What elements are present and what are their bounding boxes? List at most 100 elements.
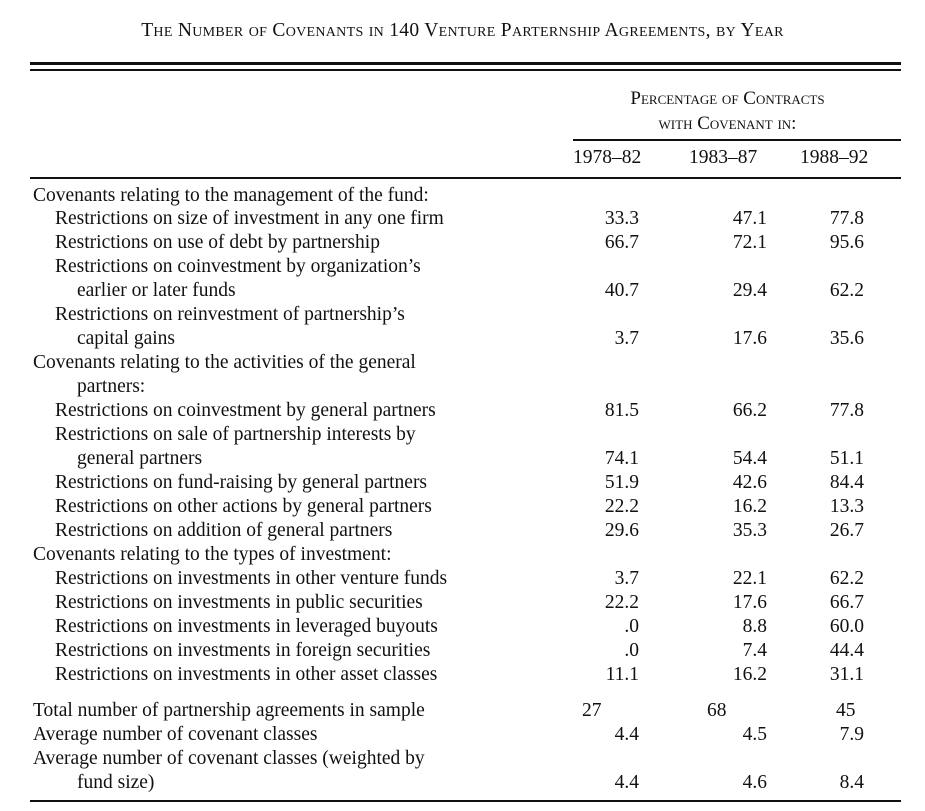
row-label: Covenants relating to the management of … bbox=[33, 185, 429, 206]
cell-value-col-1: 74.1 bbox=[604, 448, 639, 469]
row-label: Restrictions on use of debt by partnersh… bbox=[55, 232, 380, 253]
cell-value-col-2: 16.2 bbox=[732, 664, 767, 685]
table-row: Restrictions on addition of general part… bbox=[0, 520, 925, 542]
row-label: Restrictions on investments in foreign s… bbox=[55, 640, 431, 661]
cell-value-col-2: 72.1 bbox=[732, 232, 767, 253]
row-label: Restrictions on coinvestment by general … bbox=[55, 400, 436, 421]
cell-value-col-1: 51.9 bbox=[604, 472, 639, 493]
column-header-1978-82: 1978–82 bbox=[573, 147, 642, 168]
table-row: Restrictions on coinvestment by organiza… bbox=[0, 256, 925, 278]
cell-value-col-2: 35.3 bbox=[732, 520, 767, 541]
row-label: Restrictions on size of investment in an… bbox=[55, 208, 444, 229]
cell-value-col-3: 7.9 bbox=[839, 724, 864, 745]
cell-value-col-2: 29.4 bbox=[732, 280, 767, 301]
cell-value-col-2: 54.4 bbox=[732, 448, 767, 469]
cell-value-col-3: 26.7 bbox=[829, 520, 864, 541]
table-row: earlier or later funds 40.7 29.4 62.2 bbox=[0, 280, 925, 302]
row-label: Restrictions on other actions by general… bbox=[55, 496, 432, 517]
row-label: earlier or later funds bbox=[77, 280, 236, 301]
cell-value-col-3: 8.4 bbox=[839, 772, 864, 793]
table-row: Restrictions on investments in public se… bbox=[0, 592, 925, 614]
table-row: Restrictions on fund-raising by general … bbox=[0, 472, 925, 494]
cell-value-col-3: 77.8 bbox=[829, 208, 864, 229]
top-rule-thin bbox=[30, 69, 901, 71]
cell-value-col-1: 81.5 bbox=[604, 400, 639, 421]
cell-value-col-2: 7.4 bbox=[742, 640, 767, 661]
row-label: partners: bbox=[77, 376, 146, 397]
row-label: capital gains bbox=[77, 328, 176, 349]
cell-value-col-2: 68 bbox=[707, 700, 727, 721]
top-rule-thick bbox=[30, 62, 901, 65]
table-row: fund size) 4.4 4.6 8.4 bbox=[0, 772, 925, 794]
cell-value-col-2: 66.2 bbox=[732, 400, 767, 421]
column-header-1988-92: 1988–92 bbox=[800, 147, 869, 168]
cell-value-col-2: 42.6 bbox=[732, 472, 767, 493]
cell-value-col-1: 40.7 bbox=[604, 280, 639, 301]
cell-value-col-1: 33.3 bbox=[604, 208, 639, 229]
cell-value-col-3: 77.8 bbox=[829, 400, 864, 421]
table-row: Restrictions on coinvestment by general … bbox=[0, 400, 925, 422]
cell-value-col-2: 8.8 bbox=[742, 616, 767, 637]
table-row: Covenants relating to the management of … bbox=[0, 185, 925, 207]
cell-value-col-3: 60.0 bbox=[829, 616, 864, 637]
table-row: Restrictions on investments in other ven… bbox=[0, 568, 925, 590]
table-row: Restrictions on investments in other ass… bbox=[0, 664, 925, 686]
table-row: general partners 74.1 54.4 51.1 bbox=[0, 448, 925, 470]
cell-value-col-1: 22.2 bbox=[604, 592, 639, 613]
bottom-rule bbox=[30, 800, 901, 802]
cell-value-col-2: 4.6 bbox=[742, 772, 767, 793]
table-row: partners: bbox=[0, 376, 925, 398]
table-row: Restrictions on use of debt by partnersh… bbox=[0, 232, 925, 254]
column-group-header: Percentage of Contracts with Covenant in… bbox=[565, 86, 890, 136]
row-label: Restrictions on investments in public se… bbox=[55, 592, 423, 613]
table-row: capital gains 3.7 17.6 35.6 bbox=[0, 328, 925, 350]
row-label: fund size) bbox=[77, 772, 155, 793]
table-row: Restrictions on size of investment in an… bbox=[0, 208, 925, 230]
cell-value-col-1: 3.7 bbox=[614, 328, 639, 349]
cell-value-col-1: .0 bbox=[624, 616, 639, 637]
table-row: Covenants relating to the activities of … bbox=[0, 352, 925, 374]
table-row: Restrictions on other actions by general… bbox=[0, 496, 925, 518]
cell-value-col-2: 22.1 bbox=[732, 568, 767, 589]
cell-value-col-2: 17.6 bbox=[732, 592, 767, 613]
row-label: Restrictions on addition of general part… bbox=[55, 520, 393, 541]
column-group-header-line-2: with Covenant in: bbox=[658, 113, 797, 134]
cell-value-col-1: 3.7 bbox=[614, 568, 639, 589]
table-row: Total number of partnership agreements i… bbox=[0, 700, 925, 722]
cell-value-col-3: 35.6 bbox=[829, 328, 864, 349]
cell-value-col-1: .0 bbox=[624, 640, 639, 661]
row-label: Average number of covenant classes (weig… bbox=[33, 748, 425, 769]
cell-value-col-3: 62.2 bbox=[829, 280, 864, 301]
table-row: Restrictions on investments in foreign s… bbox=[0, 640, 925, 662]
row-label: Restrictions on coinvestment by organiza… bbox=[55, 256, 421, 277]
cell-value-col-3: 51.1 bbox=[829, 448, 864, 469]
table-row: Average number of covenant classes (weig… bbox=[0, 748, 925, 770]
row-label: Restrictions on fund-raising by general … bbox=[55, 472, 428, 493]
cell-value-col-2: 4.5 bbox=[742, 724, 767, 745]
cell-value-col-3: 95.6 bbox=[829, 232, 864, 253]
row-label: Restrictions on sale of partnership inte… bbox=[55, 424, 416, 445]
cell-value-col-3: 13.3 bbox=[829, 496, 864, 517]
cell-value-col-3: 84.4 bbox=[829, 472, 864, 493]
table-row: Average number of covenant classes 4.4 4.5… bbox=[0, 724, 925, 746]
cell-value-col-2: 47.1 bbox=[732, 208, 767, 229]
cell-value-col-2: 16.2 bbox=[732, 496, 767, 517]
header-bottom-rule bbox=[30, 177, 901, 179]
row-label: Restrictions on investments in other ass… bbox=[55, 664, 438, 685]
cell-value-col-1: 4.4 bbox=[614, 724, 639, 745]
row-label: general partners bbox=[77, 448, 203, 469]
row-label: Restrictions on reinvestment of partners… bbox=[55, 304, 405, 325]
cell-value-col-1: 66.7 bbox=[604, 232, 639, 253]
cell-value-col-3: 66.7 bbox=[829, 592, 864, 613]
column-header-1983-87: 1983–87 bbox=[689, 147, 758, 168]
row-label: Covenants relating to the types of inves… bbox=[33, 544, 392, 565]
row-label: Average number of covenant classes bbox=[33, 724, 318, 745]
table-row: Restrictions on reinvestment of partners… bbox=[0, 304, 925, 326]
table-caption: The Number of Covenants in 140 Venture P… bbox=[141, 20, 784, 41]
table-row: Covenants relating to the types of inves… bbox=[0, 544, 925, 566]
column-group-rule bbox=[573, 139, 901, 141]
table-row: Restrictions on investments in leveraged… bbox=[0, 616, 925, 638]
cell-value-col-3: 62.2 bbox=[829, 568, 864, 589]
cell-value-col-3: 31.1 bbox=[829, 664, 864, 685]
row-label: Restrictions on investments in leveraged… bbox=[55, 616, 438, 637]
